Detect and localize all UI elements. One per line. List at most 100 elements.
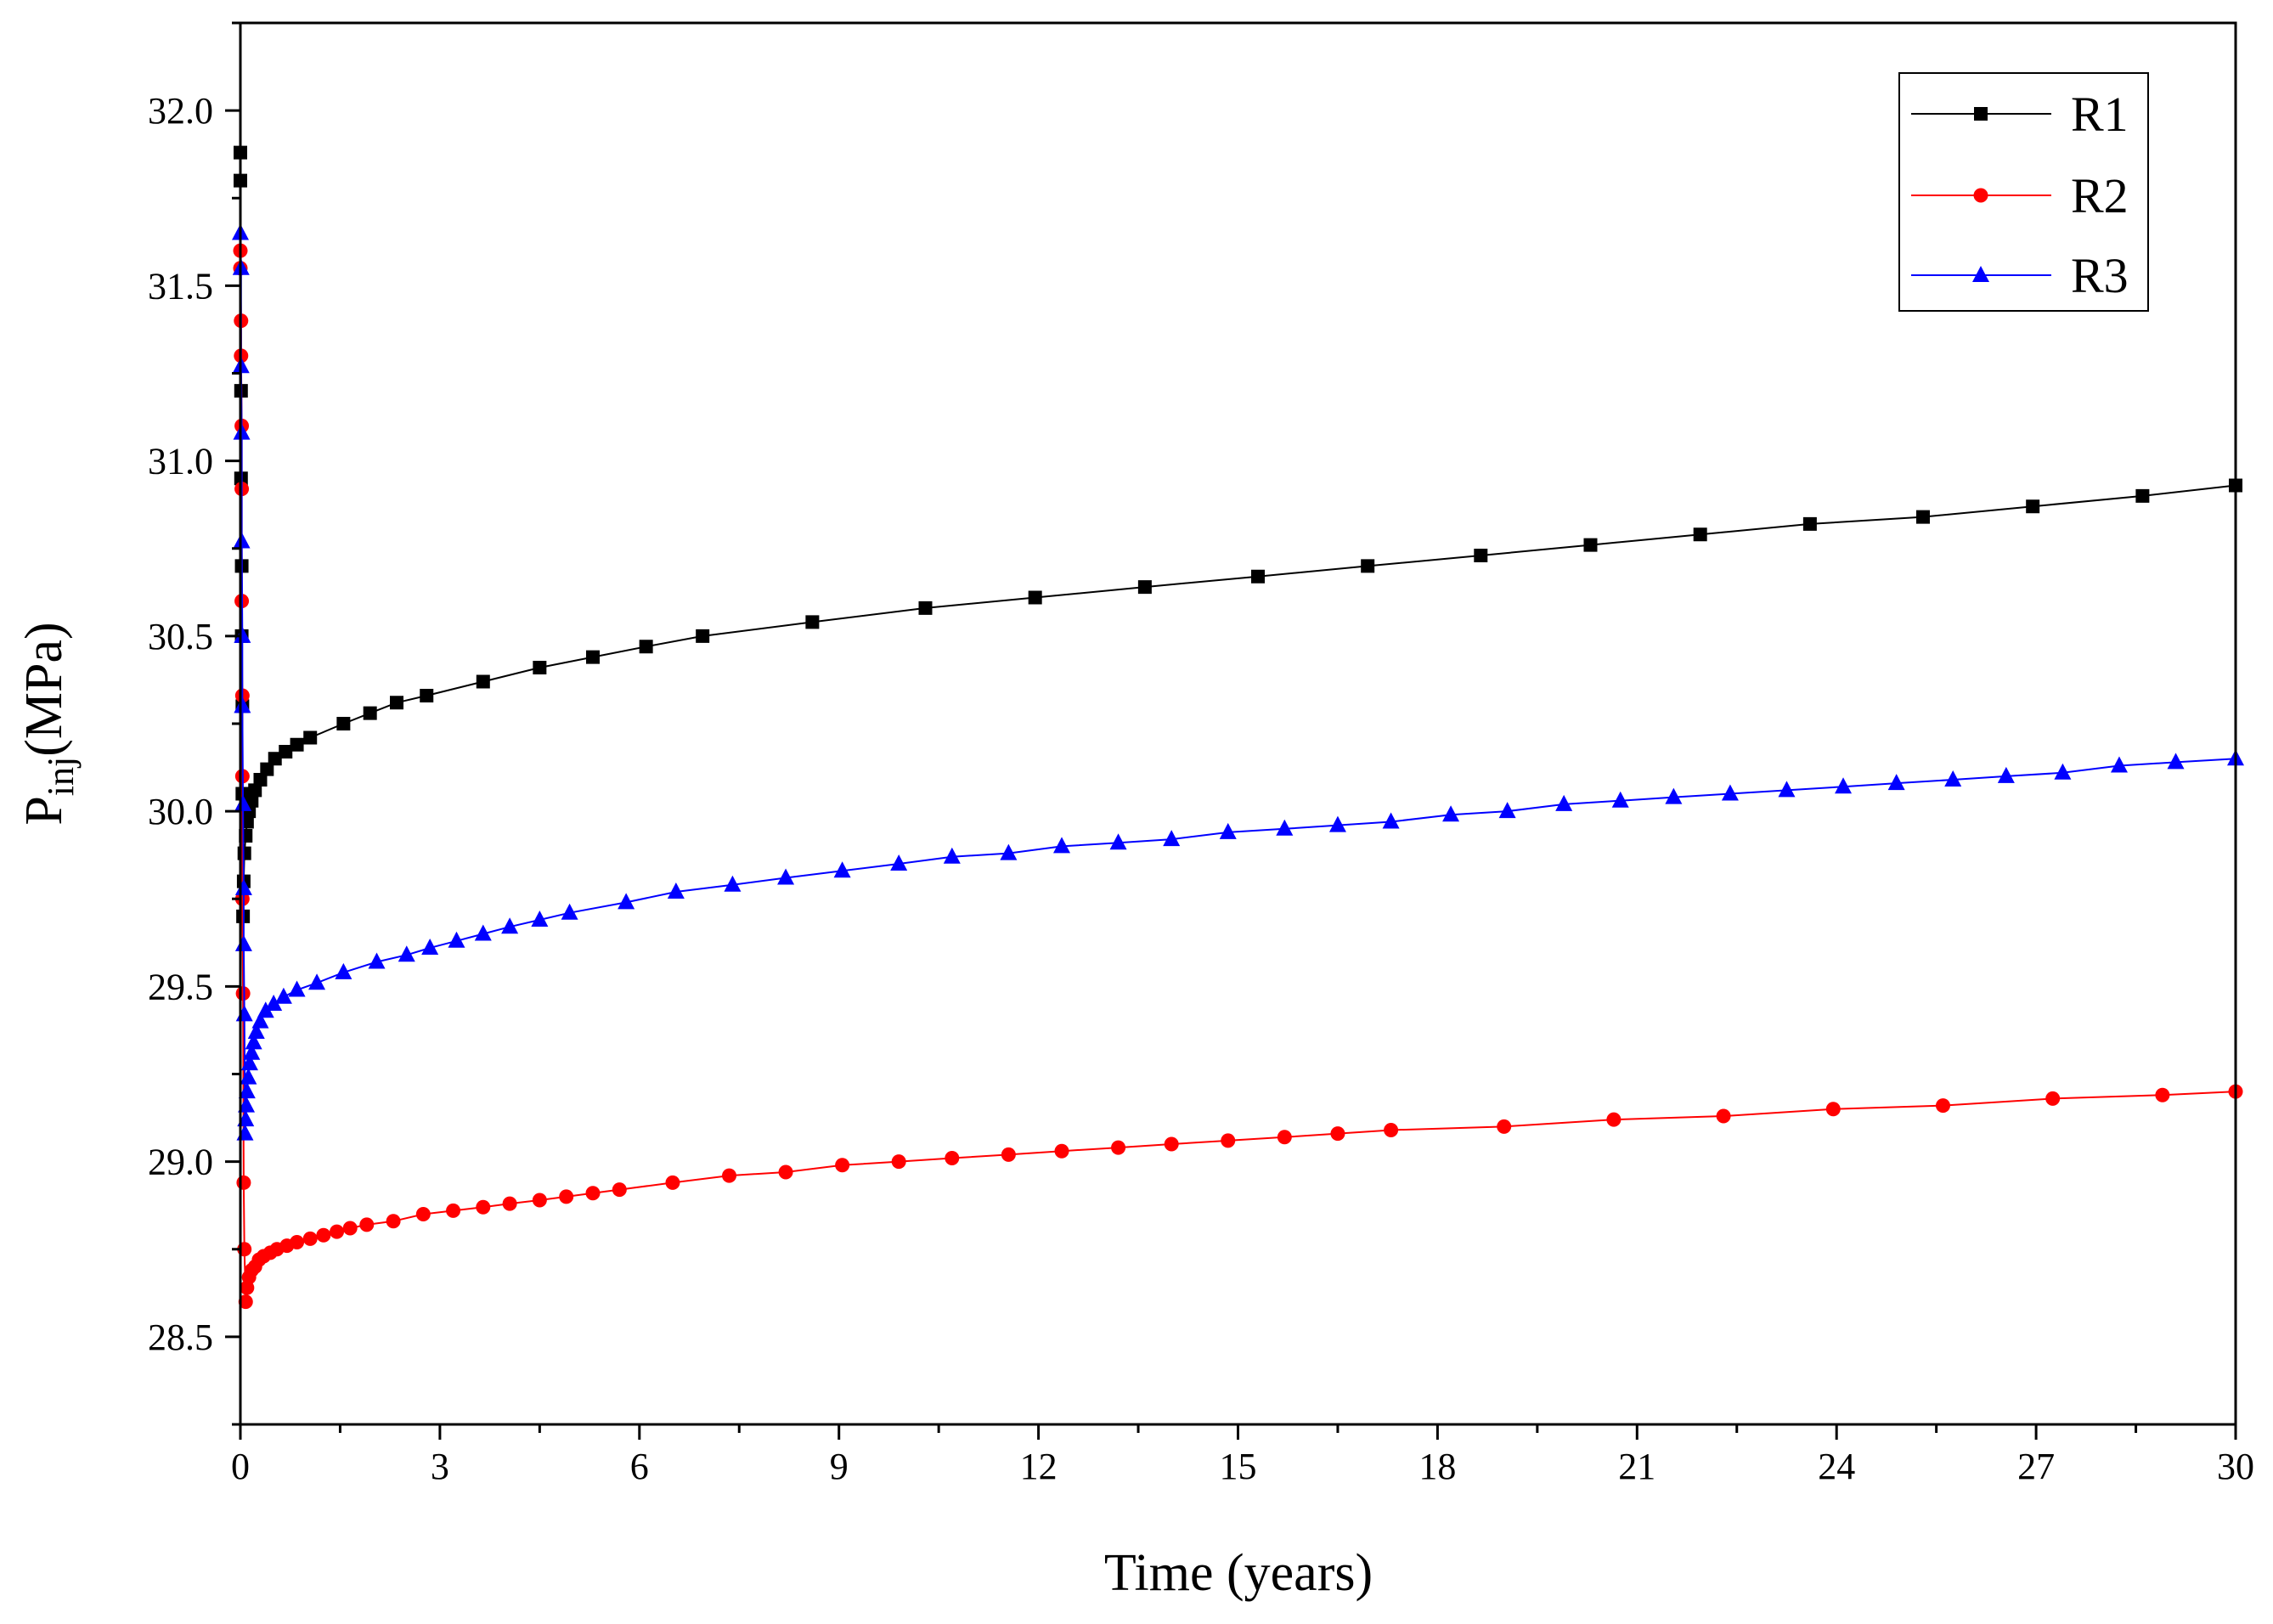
data-point-r2: [945, 1151, 960, 1165]
data-point-r1: [336, 717, 351, 730]
x-tick-label: 18: [1419, 1446, 1456, 1487]
data-point-r2: [1606, 1112, 1622, 1127]
data-point-r1: [303, 730, 318, 745]
data-point-r3: [335, 962, 353, 979]
series-line-r2: [240, 251, 2236, 1302]
data-point-r3: [308, 973, 326, 990]
legend: R1 R2 R3: [1898, 72, 2149, 312]
data-point-r3: [1109, 833, 1127, 850]
data-point-r2: [238, 1294, 253, 1310]
data-point-r3: [238, 1096, 256, 1113]
y-tick-label: 30.0: [148, 791, 213, 832]
data-point-r2: [559, 1189, 574, 1204]
data-point-r3: [398, 945, 415, 962]
legend-label: R2: [2071, 168, 2129, 223]
series-r3: [232, 223, 2244, 1141]
data-point-r1: [805, 615, 820, 629]
data-point-r2: [476, 1199, 491, 1215]
data-point-r3: [561, 903, 578, 920]
data-point-r2: [290, 1235, 305, 1249]
data-point-r3: [2054, 763, 2072, 780]
data-point-r3: [1442, 805, 1460, 822]
data-point-r3: [890, 854, 908, 871]
legend-marker-r3: [1972, 266, 1989, 282]
x-tick-label: 0: [231, 1446, 250, 1487]
data-point-r3: [233, 532, 251, 549]
data-point-r2: [234, 891, 250, 906]
data-point-r2: [415, 1207, 431, 1221]
data-point-r2: [1054, 1143, 1069, 1159]
data-point-r3: [618, 893, 635, 910]
data-point-r3: [2167, 753, 2185, 770]
data-point-r2: [359, 1217, 375, 1232]
x-tick-label: 6: [630, 1446, 649, 1487]
data-point-r3: [1000, 843, 1018, 860]
data-point-r2: [386, 1214, 401, 1229]
data-point-r3: [1219, 822, 1237, 839]
data-point-r3: [943, 847, 961, 864]
data-point-r2: [1164, 1136, 1179, 1152]
data-point-r1: [1802, 516, 1817, 531]
x-tick-label: 15: [1220, 1446, 1257, 1487]
data-point-r3: [243, 1043, 261, 1060]
data-point-r2: [835, 1158, 850, 1173]
data-point-r1: [585, 650, 600, 664]
data-point-r2: [342, 1221, 358, 1236]
data-point-r3: [724, 875, 742, 892]
legend-marker-r2: [1973, 188, 1988, 203]
data-point-r1: [245, 793, 259, 808]
data-point-r3: [833, 861, 851, 878]
data-point-r2: [236, 1175, 251, 1190]
legend-box: [1898, 72, 2149, 312]
x-tick-label: 9: [830, 1446, 849, 1487]
data-point-r3: [474, 924, 492, 941]
data-point-r2: [502, 1196, 517, 1211]
data-point-r3: [1611, 791, 1629, 808]
data-point-r3: [1778, 781, 1796, 798]
data-point-r1: [918, 601, 933, 615]
x-tick-label: 21: [1618, 1446, 1655, 1487]
data-point-r3: [240, 1068, 257, 1085]
data-point-r1: [533, 661, 547, 674]
data-point-r3: [501, 917, 519, 934]
y-axis-title-subscript: inj: [40, 757, 82, 796]
data-point-r2: [1825, 1102, 1841, 1117]
legend-item-r3: R3: [1911, 248, 2129, 303]
data-point-r2: [1716, 1108, 1731, 1124]
y-tick-label: 29.0: [148, 1142, 213, 1183]
data-point-r3: [240, 1054, 258, 1071]
data-point-r2: [1277, 1130, 1292, 1145]
x-tick-label: 3: [431, 1446, 449, 1487]
data-point-r2: [1221, 1133, 1236, 1148]
data-point-r3: [1328, 815, 1346, 832]
data-point-r3: [531, 911, 549, 927]
data-point-r2: [330, 1224, 345, 1239]
data-point-r3: [1163, 830, 1181, 847]
series-layer: [232, 145, 2244, 1310]
legend-label: R3: [2071, 248, 2129, 303]
x-tick-label: 12: [1020, 1446, 1058, 1487]
data-point-r2: [1935, 1098, 1950, 1114]
data-point-r2: [722, 1168, 737, 1183]
data-point-r3: [234, 626, 251, 643]
data-point-r1: [253, 773, 268, 787]
data-point-r2: [302, 1231, 318, 1246]
data-point-r3: [1555, 794, 1573, 811]
data-point-r3: [368, 952, 386, 969]
y-tick-label: 30.5: [148, 616, 213, 657]
data-point-r1: [696, 629, 710, 643]
data-point-r3: [1835, 777, 1853, 794]
data-point-r2: [778, 1164, 793, 1180]
y-tick-label: 31.0: [148, 441, 213, 482]
data-point-r1: [1137, 580, 1152, 595]
data-point-r1: [1361, 559, 1375, 573]
data-point-r3: [1887, 774, 1905, 791]
y-tick-label: 28.5: [148, 1317, 213, 1358]
data-point-r1: [2135, 488, 2150, 503]
data-point-r1: [1474, 549, 1488, 562]
data-point-r2: [1384, 1123, 1399, 1137]
data-point-r1: [1250, 569, 1265, 584]
data-point-r2: [2155, 1087, 2170, 1102]
data-point-r1: [268, 752, 282, 766]
